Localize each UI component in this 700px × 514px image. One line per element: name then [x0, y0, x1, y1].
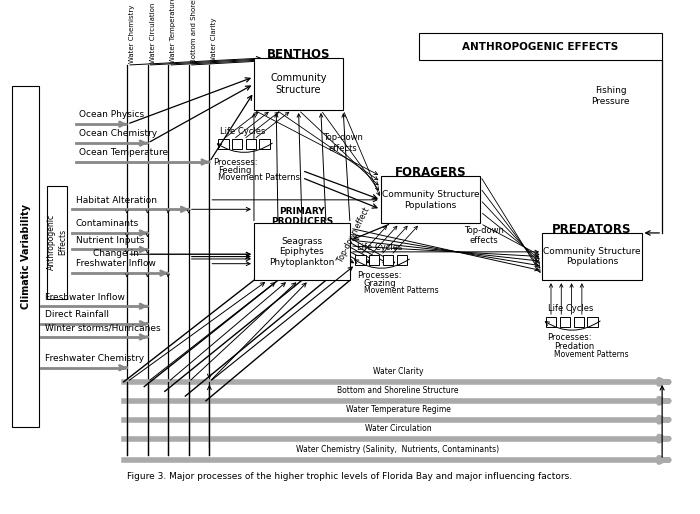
Text: Contaminants: Contaminants: [76, 219, 139, 228]
FancyBboxPatch shape: [218, 139, 229, 149]
Text: Community Structure
Populations: Community Structure Populations: [382, 190, 480, 210]
Text: Water Clarity: Water Clarity: [373, 367, 424, 376]
Text: Bottom and Shoreline Structure: Bottom and Shoreline Structure: [191, 0, 197, 63]
Text: Life Cycles: Life Cycles: [547, 304, 593, 313]
Text: Climatic Variability: Climatic Variability: [20, 204, 31, 309]
Text: Winter storms/Hurricanes: Winter storms/Hurricanes: [45, 323, 160, 332]
FancyBboxPatch shape: [383, 255, 393, 265]
Text: Change in
Freshwater Inflow: Change in Freshwater Inflow: [76, 249, 155, 268]
Text: Direct Rainfall: Direct Rainfall: [45, 310, 108, 319]
Text: Anthropogenic
Effects: Anthropogenic Effects: [48, 214, 66, 270]
Text: FORAGERS: FORAGERS: [395, 166, 466, 179]
FancyBboxPatch shape: [542, 233, 642, 280]
Text: Community
Structure: Community Structure: [270, 73, 327, 95]
Text: Movement Patterns: Movement Patterns: [218, 173, 300, 182]
FancyBboxPatch shape: [419, 33, 662, 60]
Text: Freshwater Chemistry: Freshwater Chemistry: [45, 354, 144, 363]
FancyBboxPatch shape: [254, 224, 350, 280]
Text: Grazing: Grazing: [364, 279, 396, 288]
Text: BENTHOS: BENTHOS: [267, 48, 330, 61]
Text: Water Circulation: Water Circulation: [150, 3, 155, 63]
FancyBboxPatch shape: [381, 176, 480, 224]
Text: Top-down effect: Top-down effect: [336, 206, 371, 264]
Text: Movement Patterns: Movement Patterns: [554, 350, 629, 358]
Text: Feeding: Feeding: [218, 166, 252, 175]
Text: Processes:: Processes:: [213, 157, 258, 167]
Text: Water Chemistry (Salinity,  Nutrients, Contaminants): Water Chemistry (Salinity, Nutrients, Co…: [297, 445, 500, 454]
Text: ANTHROPOGENIC EFFECTS: ANTHROPOGENIC EFFECTS: [462, 42, 619, 51]
Text: Figure 3. Major processes of the higher trophic levels of Florida Bay and major : Figure 3. Major processes of the higher …: [127, 472, 573, 481]
Text: Ocean Physics: Ocean Physics: [79, 111, 144, 119]
Text: Processes:: Processes:: [357, 271, 401, 280]
FancyBboxPatch shape: [246, 139, 256, 149]
FancyBboxPatch shape: [47, 186, 67, 299]
Text: Predation: Predation: [554, 342, 595, 351]
Text: Top-down
effects: Top-down effects: [464, 226, 504, 245]
FancyBboxPatch shape: [560, 317, 570, 326]
Text: Top-down
effects: Top-down effects: [323, 134, 363, 153]
FancyBboxPatch shape: [13, 86, 38, 427]
FancyBboxPatch shape: [232, 139, 242, 149]
Text: Habitat Alteration: Habitat Alteration: [76, 195, 157, 205]
FancyBboxPatch shape: [397, 255, 407, 265]
Text: Fishing
Pressure: Fishing Pressure: [592, 86, 630, 105]
Text: Life Cycles: Life Cycles: [357, 243, 402, 252]
FancyBboxPatch shape: [573, 317, 584, 326]
FancyBboxPatch shape: [369, 255, 379, 265]
Text: Water Circulation: Water Circulation: [365, 424, 431, 433]
Text: Water Temperature Regime: Water Temperature Regime: [346, 405, 451, 414]
Text: Bottom and Shoreline Structure: Bottom and Shoreline Structure: [337, 386, 458, 395]
Text: Water Clarity: Water Clarity: [211, 17, 218, 63]
FancyBboxPatch shape: [587, 317, 598, 326]
Text: Movement Patterns: Movement Patterns: [364, 286, 438, 295]
Text: Processes:: Processes:: [547, 334, 592, 342]
Text: Ocean Chemistry: Ocean Chemistry: [79, 130, 158, 138]
Text: PREDATORS: PREDATORS: [552, 223, 631, 235]
FancyBboxPatch shape: [356, 255, 366, 265]
Text: Life Cycles: Life Cycles: [220, 127, 265, 136]
FancyBboxPatch shape: [260, 139, 270, 149]
Text: Ocean Temperature: Ocean Temperature: [79, 148, 168, 157]
Text: Water Temperature Regime: Water Temperature Regime: [170, 0, 176, 63]
Text: Freshwater Inflow: Freshwater Inflow: [45, 292, 125, 302]
FancyBboxPatch shape: [254, 58, 343, 110]
Text: PRIMARY
PRODUCERS: PRIMARY PRODUCERS: [271, 207, 333, 226]
Text: Seagrass
Epiphytes
Phytoplankton: Seagrass Epiphytes Phytoplankton: [270, 237, 335, 267]
Text: Water Chemistry: Water Chemistry: [129, 4, 135, 63]
FancyBboxPatch shape: [546, 317, 556, 326]
Text: Nutrient Inputs: Nutrient Inputs: [76, 236, 144, 245]
Text: Community Structure
Populations: Community Structure Populations: [543, 247, 640, 266]
